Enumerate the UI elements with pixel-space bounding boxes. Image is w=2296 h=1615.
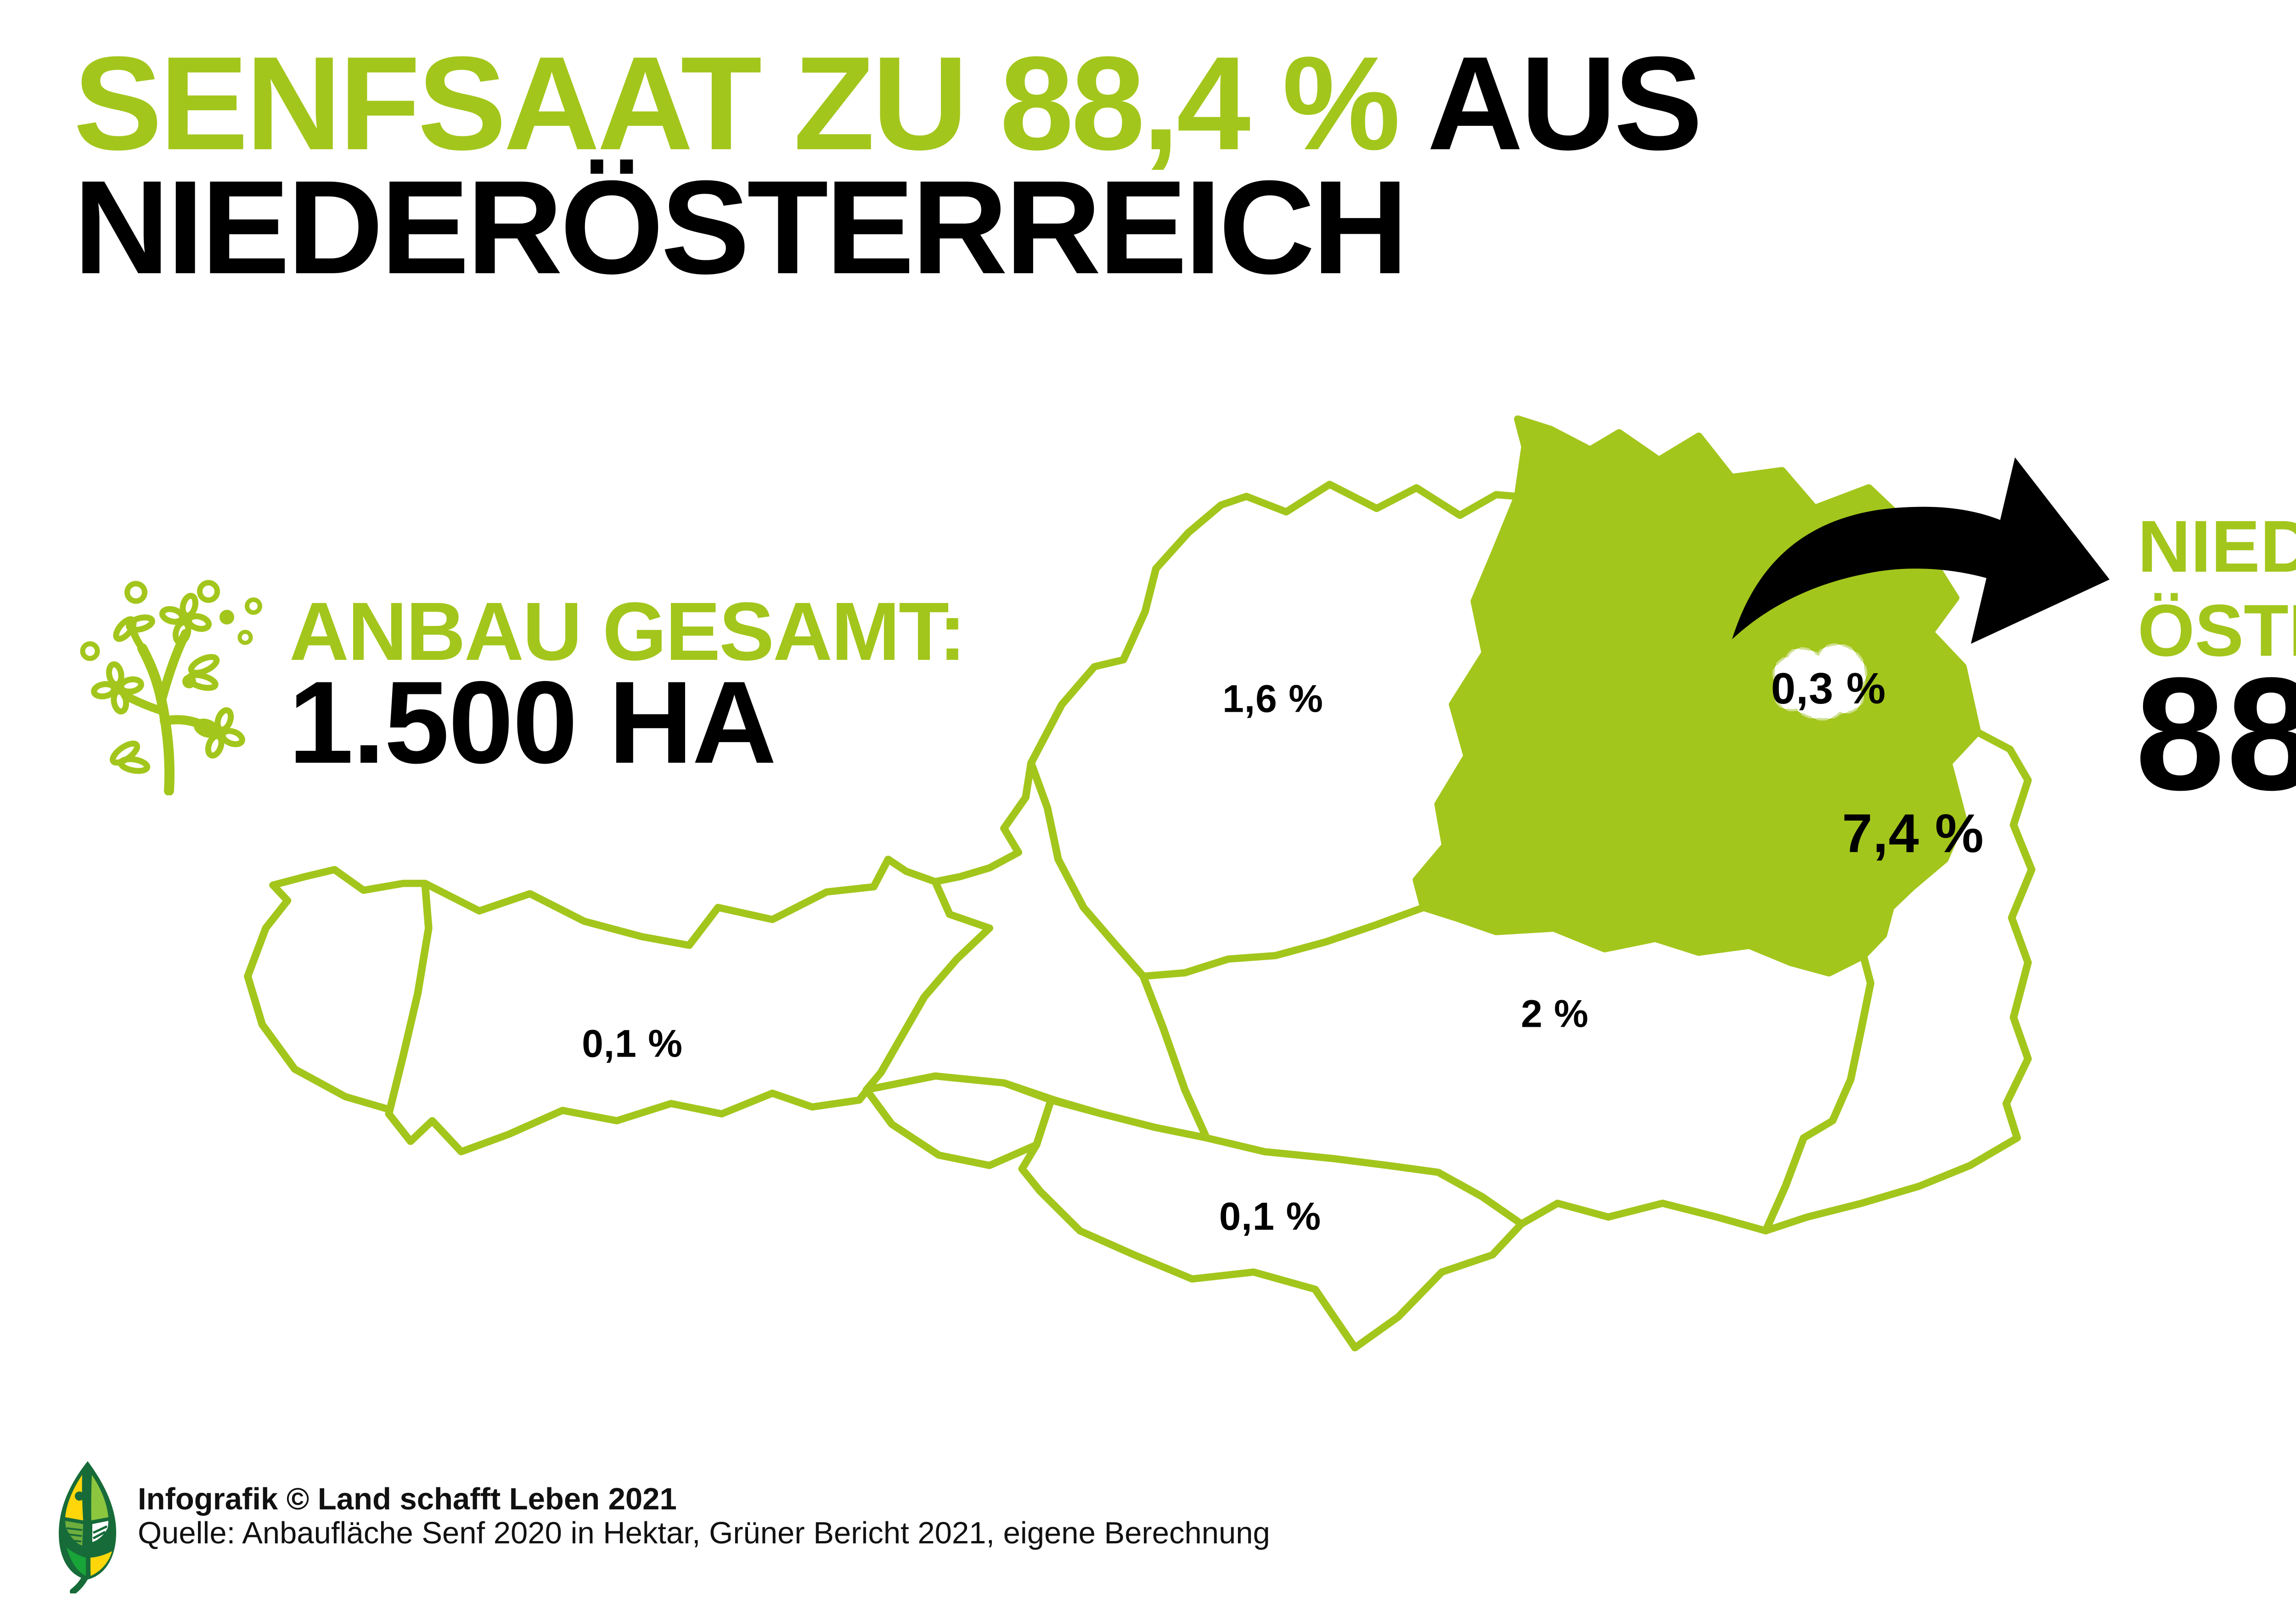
callout-region-name: NIEDER- ÖSTERREICH — [2138, 504, 2296, 672]
footer-credit: Infografik © Land schafft Leben 2021 — [138, 1482, 677, 1516]
total-cultivation-value: 1.500 HA — [288, 657, 777, 788]
austria-map — [244, 415, 2036, 1351]
map-label-tirol: 0,1 % — [582, 1022, 683, 1065]
map-label-steiermark: 2 % — [1521, 992, 1589, 1035]
callout-region-value: 88,4 % — [2135, 644, 2296, 824]
map-label-kaernten: 0,1 % — [1219, 1195, 1322, 1238]
state-kaernten — [1018, 1096, 1525, 1351]
callout-region-line1: NIEDER- — [2138, 505, 2296, 587]
state-wien-enclave — [1772, 643, 1868, 720]
page-title: SENFSAAT ZU 88,4 % AUS NIEDERÖSTERREICH — [73, 37, 1703, 294]
total-cultivation-label: ANBAU GESAMT: — [289, 585, 966, 678]
map-label-burgenland: 7,4 % — [1842, 803, 1984, 864]
callout-region-line2: ÖSTERREICH — [2138, 589, 2296, 671]
page-title-highlight: SENFSAAT ZU 88,4 % — [73, 29, 1401, 178]
page-title-rest: AUS — [1397, 29, 1703, 178]
footer-source: Quelle: Anbaufläche Senf 2020 in Hektar,… — [138, 1516, 1270, 1550]
mustard-blossom-icon — [80, 580, 262, 795]
land-schafft-leben-logo — [58, 1461, 117, 1593]
map-label-wien: 0,3 % — [1771, 664, 1886, 713]
map-label-oberoesterreich: 1,6 % — [1222, 677, 1323, 720]
page-title-line2: NIEDERÖSTERREICH — [73, 153, 1408, 302]
